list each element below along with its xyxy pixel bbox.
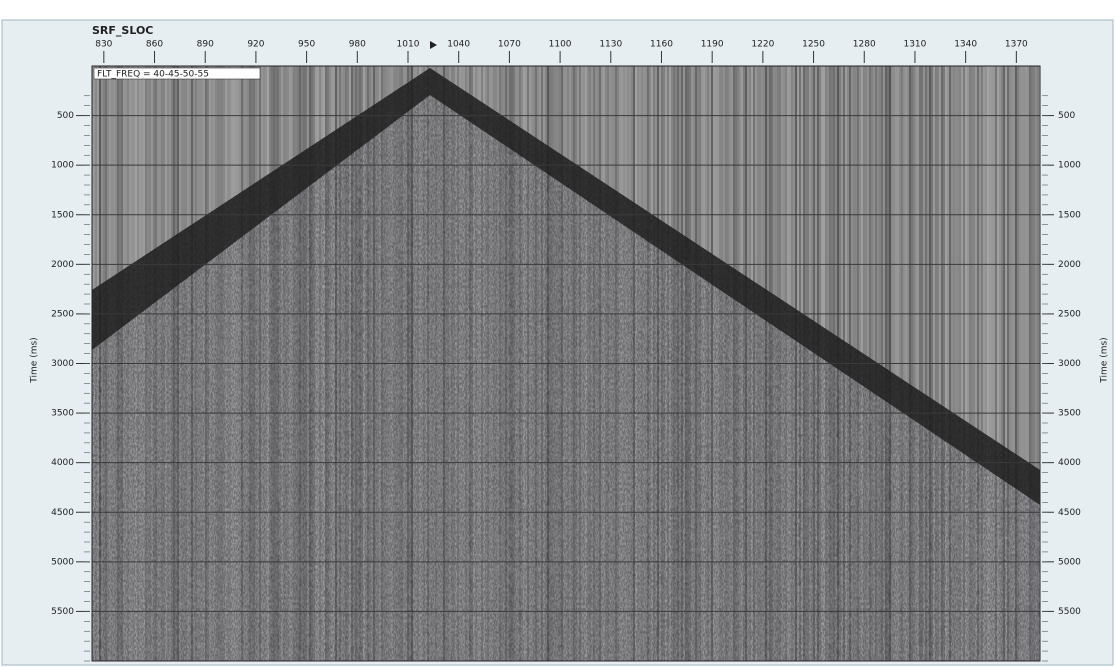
y-tick-label: 3500 (51, 409, 74, 419)
y2-tick-label: 5500 (1058, 607, 1081, 617)
x-tick-label: 830 (95, 40, 112, 50)
y2-tick-label: 3500 (1058, 409, 1081, 419)
y-tick-label: 500 (57, 111, 74, 121)
y2-tick-label: 4000 (1058, 458, 1081, 468)
y-tick-label: 2000 (51, 260, 74, 270)
y2-tick-label: 3000 (1058, 359, 1081, 369)
y2-tick-label: 1500 (1058, 210, 1081, 220)
x-tick-label: 1190 (701, 40, 724, 50)
y2-tick-label: 1000 (1058, 161, 1081, 171)
x-tick-label: 1100 (549, 40, 572, 50)
x-tick-label: 920 (247, 40, 264, 50)
x-tick-label: 1250 (802, 40, 825, 50)
x-tick-label: 1220 (751, 40, 774, 50)
x-tick-label: 860 (146, 40, 163, 50)
y-tick-label: 1500 (51, 210, 74, 220)
y-axis-label: Time (ms) (30, 337, 40, 383)
x-tick-label: 890 (197, 40, 214, 50)
x-tick-label: 1010 (397, 40, 420, 50)
x-tick-label: 1310 (903, 40, 926, 50)
y2-tick-label: 2000 (1058, 260, 1081, 270)
y-tick-label: 4000 (51, 458, 74, 468)
y2-axis-label: Time (ms) (1100, 337, 1110, 383)
y2-tick-label: 5000 (1058, 557, 1081, 567)
annotation: FLT_FREQ = 40-45-50-55 (97, 70, 209, 80)
x-tick-label: 1160 (650, 40, 673, 50)
y-tick-label: 1000 (51, 161, 74, 171)
shot-marker (430, 41, 437, 49)
y2-tick-label: 4500 (1058, 508, 1081, 518)
x-tick-label: 1370 (1005, 40, 1028, 50)
x-tick-label: 1040 (447, 40, 470, 50)
y-tick-label: 4500 (51, 508, 74, 518)
y-tick-label: 5500 (51, 607, 74, 617)
plot-border (91, 65, 1041, 662)
x-tick-label: 1340 (954, 40, 977, 50)
x-tick-label: 950 (298, 40, 315, 50)
y-tick-label: 3000 (51, 359, 74, 369)
y2-tick-label: 500 (1058, 111, 1075, 121)
x-tick-label: 980 (349, 40, 366, 50)
annotation-box (93, 67, 261, 80)
x-axis-label: SRF_SLOC (92, 24, 153, 37)
y-tick-label: 2500 (51, 309, 74, 319)
x-tick-label: 1130 (599, 40, 622, 50)
y2-tick-label: 2500 (1058, 309, 1081, 319)
y-tick-label: 5000 (51, 557, 74, 567)
x-tick-label: 1070 (498, 40, 521, 50)
x-tick-label: 1280 (853, 40, 876, 50)
